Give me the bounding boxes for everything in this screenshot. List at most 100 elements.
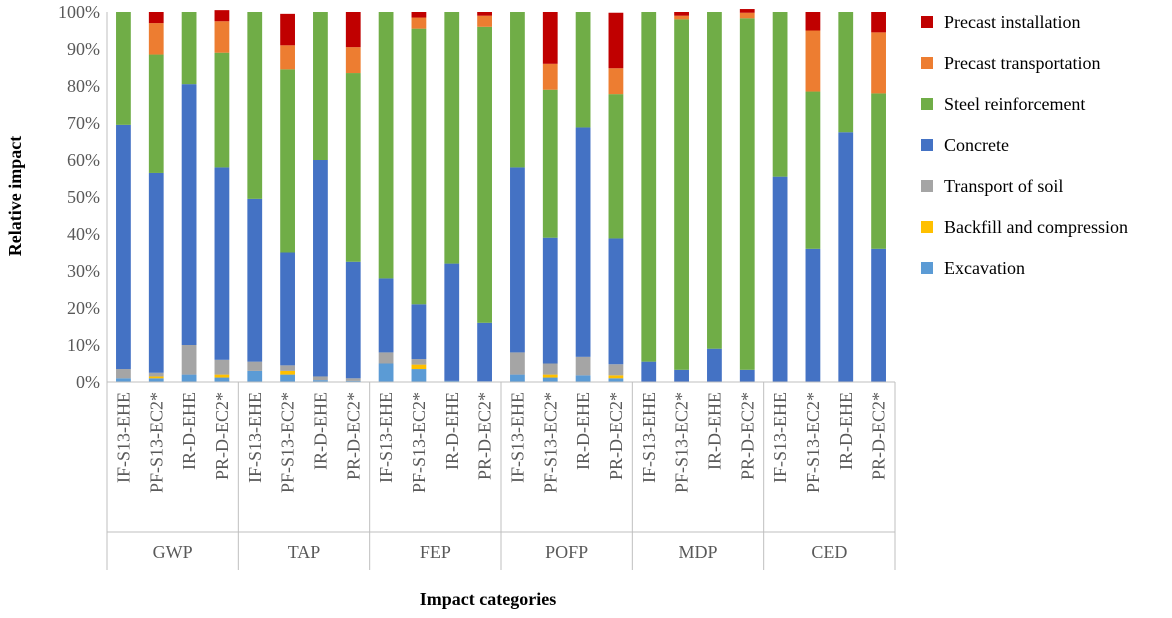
x-group-label: FEP [420,542,451,562]
bar-segment-backfill-and-compression [214,374,230,378]
legend-swatch [921,139,933,151]
bar-segment-precast-transportation [542,63,558,90]
bar-segment-steel-reinforcement [838,12,854,133]
bar-segment-concrete [674,369,689,382]
x-category-label: IR-D-EHE [704,392,724,470]
bar-segment-concrete [838,132,854,382]
bar-segment-transport-of-soil [575,356,591,376]
x-category-label: PF-S13-EC2* [409,392,429,493]
x-category-label: IR-D-EHE [836,392,856,470]
bar-segment-steel-reinforcement [181,12,197,85]
bar-segment-steel-reinforcement [214,52,230,168]
legend-item: Concrete [921,135,1009,155]
bar-segment-precast-installation [542,12,558,64]
bar-segment-excavation [280,374,295,382]
bar-segment-precast-transportation [739,12,755,19]
bar-segment-backfill-and-compression [280,370,295,375]
x-category-label: IR-D-EHE [310,392,330,470]
y-tick-label: 50% [67,187,100,207]
bar-segment-backfill-and-compression [148,376,164,379]
bar-segment-steel-reinforcement [871,93,886,249]
bar-segment-steel-reinforcement [510,12,525,168]
bar-segment-concrete [608,238,624,365]
bar-segment-steel-reinforcement [674,19,689,370]
bar-segment-concrete [707,348,722,382]
bar-segment-precast-installation [871,12,886,33]
bar-segment-concrete [181,84,197,346]
bar-segment-precast-installation [805,12,821,31]
legend-label: Excavation [944,258,1025,278]
bar-segment-concrete [345,261,361,379]
bar-segment-concrete [116,124,131,370]
legend-item: Precast installation [921,12,1080,32]
bar-segment-concrete [871,248,886,382]
bar-segment-steel-reinforcement [313,12,328,160]
bar-segment-steel-reinforcement [378,12,394,279]
y-tick-label: 80% [67,76,100,96]
y-axis-label: Relative impact [5,136,25,256]
x-category-label: PR-D-EC2* [606,392,626,480]
bar-segment-steel-reinforcement [411,28,427,305]
x-category-label: PF-S13-EC2* [278,392,298,493]
x-category-label: PF-S13-EC2* [540,392,560,493]
bar-segment-excavation [181,374,197,382]
bar-segment-precast-installation [608,12,624,69]
bar-segment-concrete [510,167,525,353]
legend-label: Backfill and compression [944,217,1128,237]
x-category-label: PR-D-EC2* [212,392,232,480]
bar-segment-concrete [772,176,788,382]
bar-segment-concrete [214,167,230,360]
bar-segment-excavation [247,370,263,382]
y-tick-label: 30% [67,261,100,281]
y-tick-label: 90% [67,39,100,59]
bar-segment-excavation [411,369,427,382]
bar-segment-transport-of-soil [608,364,624,376]
x-group-label: GWP [153,542,193,562]
legend-item: Backfill and compression [921,217,1128,237]
bar-segment-excavation [378,363,394,382]
legend-swatch [921,180,933,192]
bar-segment-excavation [116,378,131,382]
legend-swatch [921,16,933,28]
x-category-label: IF-S13-EHE [507,392,527,483]
bar-segment-steel-reinforcement [345,73,361,262]
bar-segment-backfill-and-compression [542,374,558,378]
bar-segment-transport-of-soil [280,365,295,371]
bar-segment-transport-of-soil [510,352,525,375]
legend-label: Precast transportation [944,53,1100,73]
x-category-label: PF-S13-EC2* [146,392,166,493]
y-tick-label: 0% [76,372,100,392]
bar-segment-excavation [313,380,328,382]
x-group-label: CED [811,542,847,562]
bar-segment-transport-of-soil [542,363,558,375]
x-category-label: PF-S13-EC2* [803,392,823,493]
bar-segment-backfill-and-compression [608,375,624,379]
y-tick-label: 100% [58,2,100,22]
bar-segment-transport-of-soil [181,345,197,375]
legend-item: Excavation [921,258,1025,278]
axes-layer [106,12,896,570]
x-category-label: IF-S13-EHE [376,392,396,483]
bar-segment-steel-reinforcement [280,69,295,253]
x-category-label: IF-S13-EHE [639,392,659,483]
y-tick-label: 70% [67,113,100,133]
bar-segment-precast-installation [280,13,295,46]
bar-segment-concrete [805,248,821,382]
y-tick-label: 40% [67,224,100,244]
bar-segment-precast-installation [674,12,689,16]
bar-segment-transport-of-soil [116,369,131,379]
legend-item: Precast transportation [921,53,1100,73]
legend: Precast installation Precast transportati… [921,12,1128,278]
bar-segment-steel-reinforcement [805,91,821,249]
x-group-label: POFP [545,542,588,562]
x-category-label: IR-D-EHE [179,392,199,470]
bar-segment-transport-of-soil [378,352,394,364]
legend-swatch [921,57,933,69]
bar-segment-steel-reinforcement [608,94,624,239]
legend-label: Transport of soil [944,176,1063,196]
bar-segment-concrete [477,322,492,382]
bar-segment-excavation [148,378,164,382]
bar-segment-steel-reinforcement [739,18,755,370]
